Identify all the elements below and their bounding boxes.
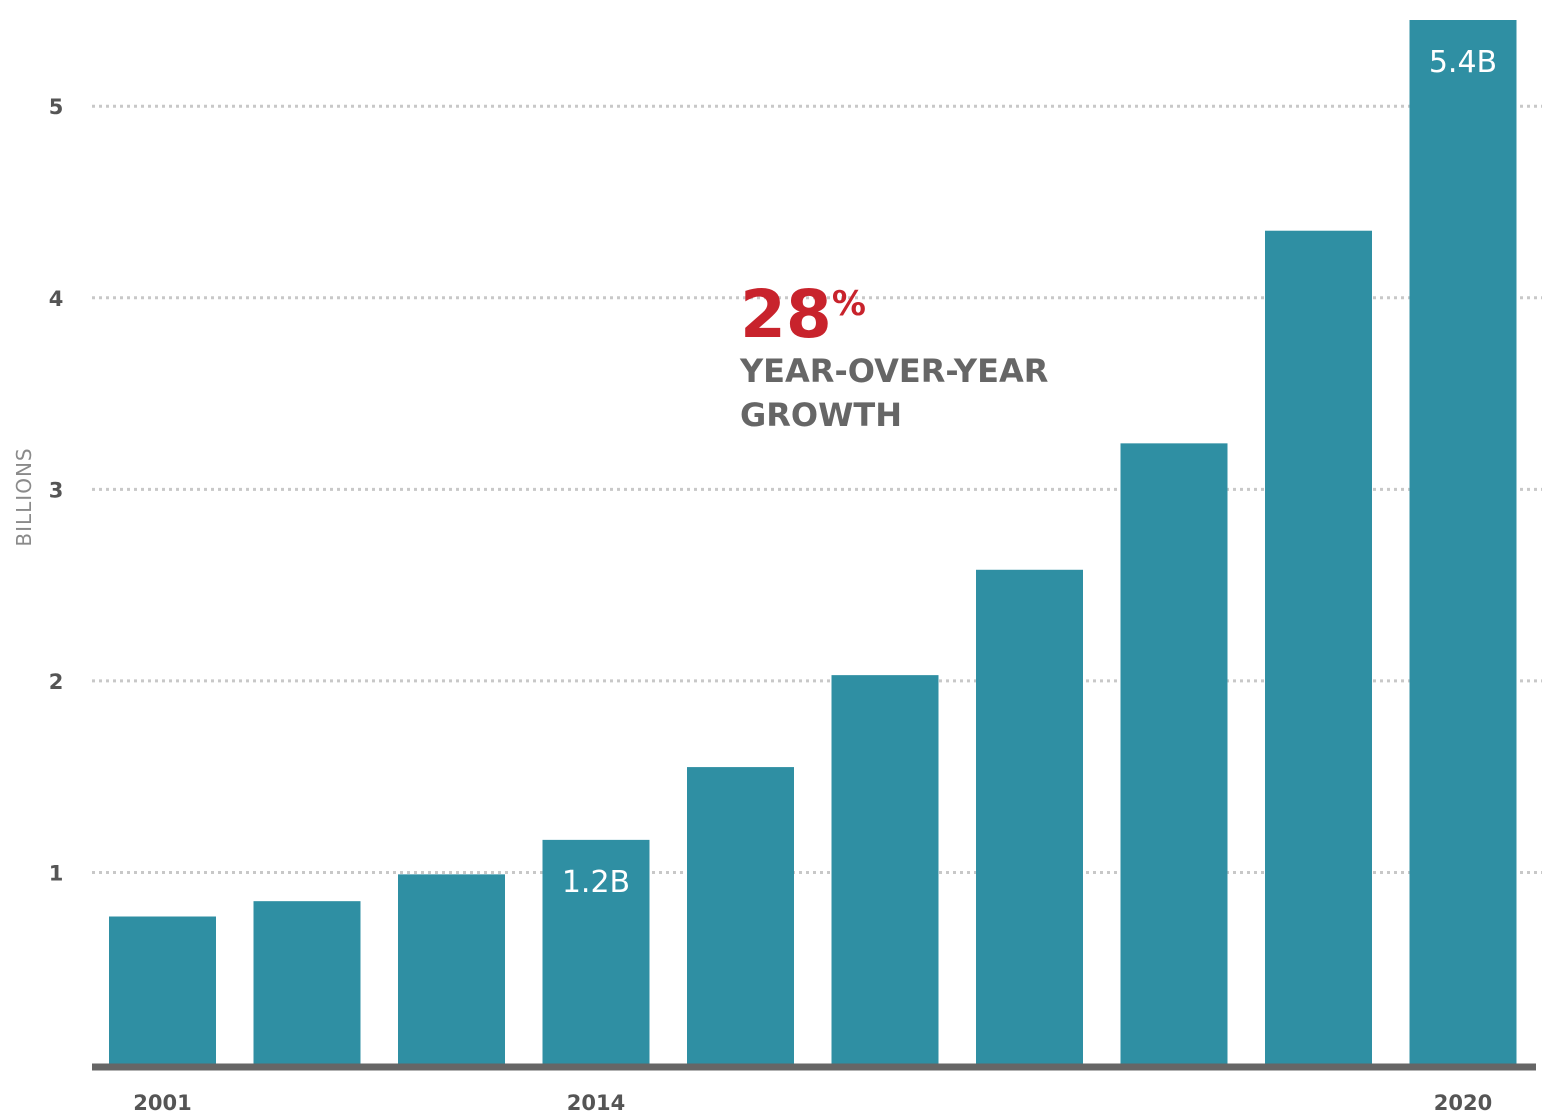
bar-data-label: 5.4B	[1429, 45, 1497, 80]
y-axis-label: BILLIONS	[12, 447, 36, 546]
x-tick-label: 2020	[1434, 1091, 1492, 1115]
bar-data-label: 1.2B	[562, 865, 630, 900]
bar	[253, 901, 361, 1064]
y-tick-label: 2	[49, 670, 64, 694]
growth-callout-unit: %	[832, 284, 866, 324]
bar	[831, 675, 939, 1064]
y-tick-label: 1	[49, 861, 64, 885]
growth-callout-figure: 28%	[740, 276, 866, 353]
x-tick-label: 2014	[567, 1091, 625, 1115]
bar	[542, 839, 650, 1064]
bars: 1.2B 5.4B	[109, 20, 1517, 1065]
bar	[1265, 230, 1372, 1065]
x-axis-ticks: 2001 2014 2020	[133, 1091, 1492, 1115]
bar	[1120, 443, 1228, 1064]
bar	[1409, 20, 1517, 1064]
bar	[109, 916, 216, 1064]
growth-callout-line-1: YEAR-OVER-YEAR	[739, 352, 1048, 390]
bar	[976, 569, 1083, 1064]
y-tick-label: 4	[49, 287, 64, 311]
bar	[398, 874, 505, 1064]
growth-callout-value: 28	[740, 276, 832, 353]
bar	[687, 767, 794, 1064]
y-axis-ticks: 1 2 3 4 5	[49, 95, 64, 885]
y-tick-label: 5	[49, 95, 64, 119]
growth-callout: 28% YEAR-OVER-YEAR GROWTH	[739, 276, 1048, 434]
x-tick-label: 2001	[133, 1091, 191, 1115]
y-tick-label: 3	[49, 478, 64, 502]
growth-callout-line-2: GROWTH	[740, 396, 902, 434]
